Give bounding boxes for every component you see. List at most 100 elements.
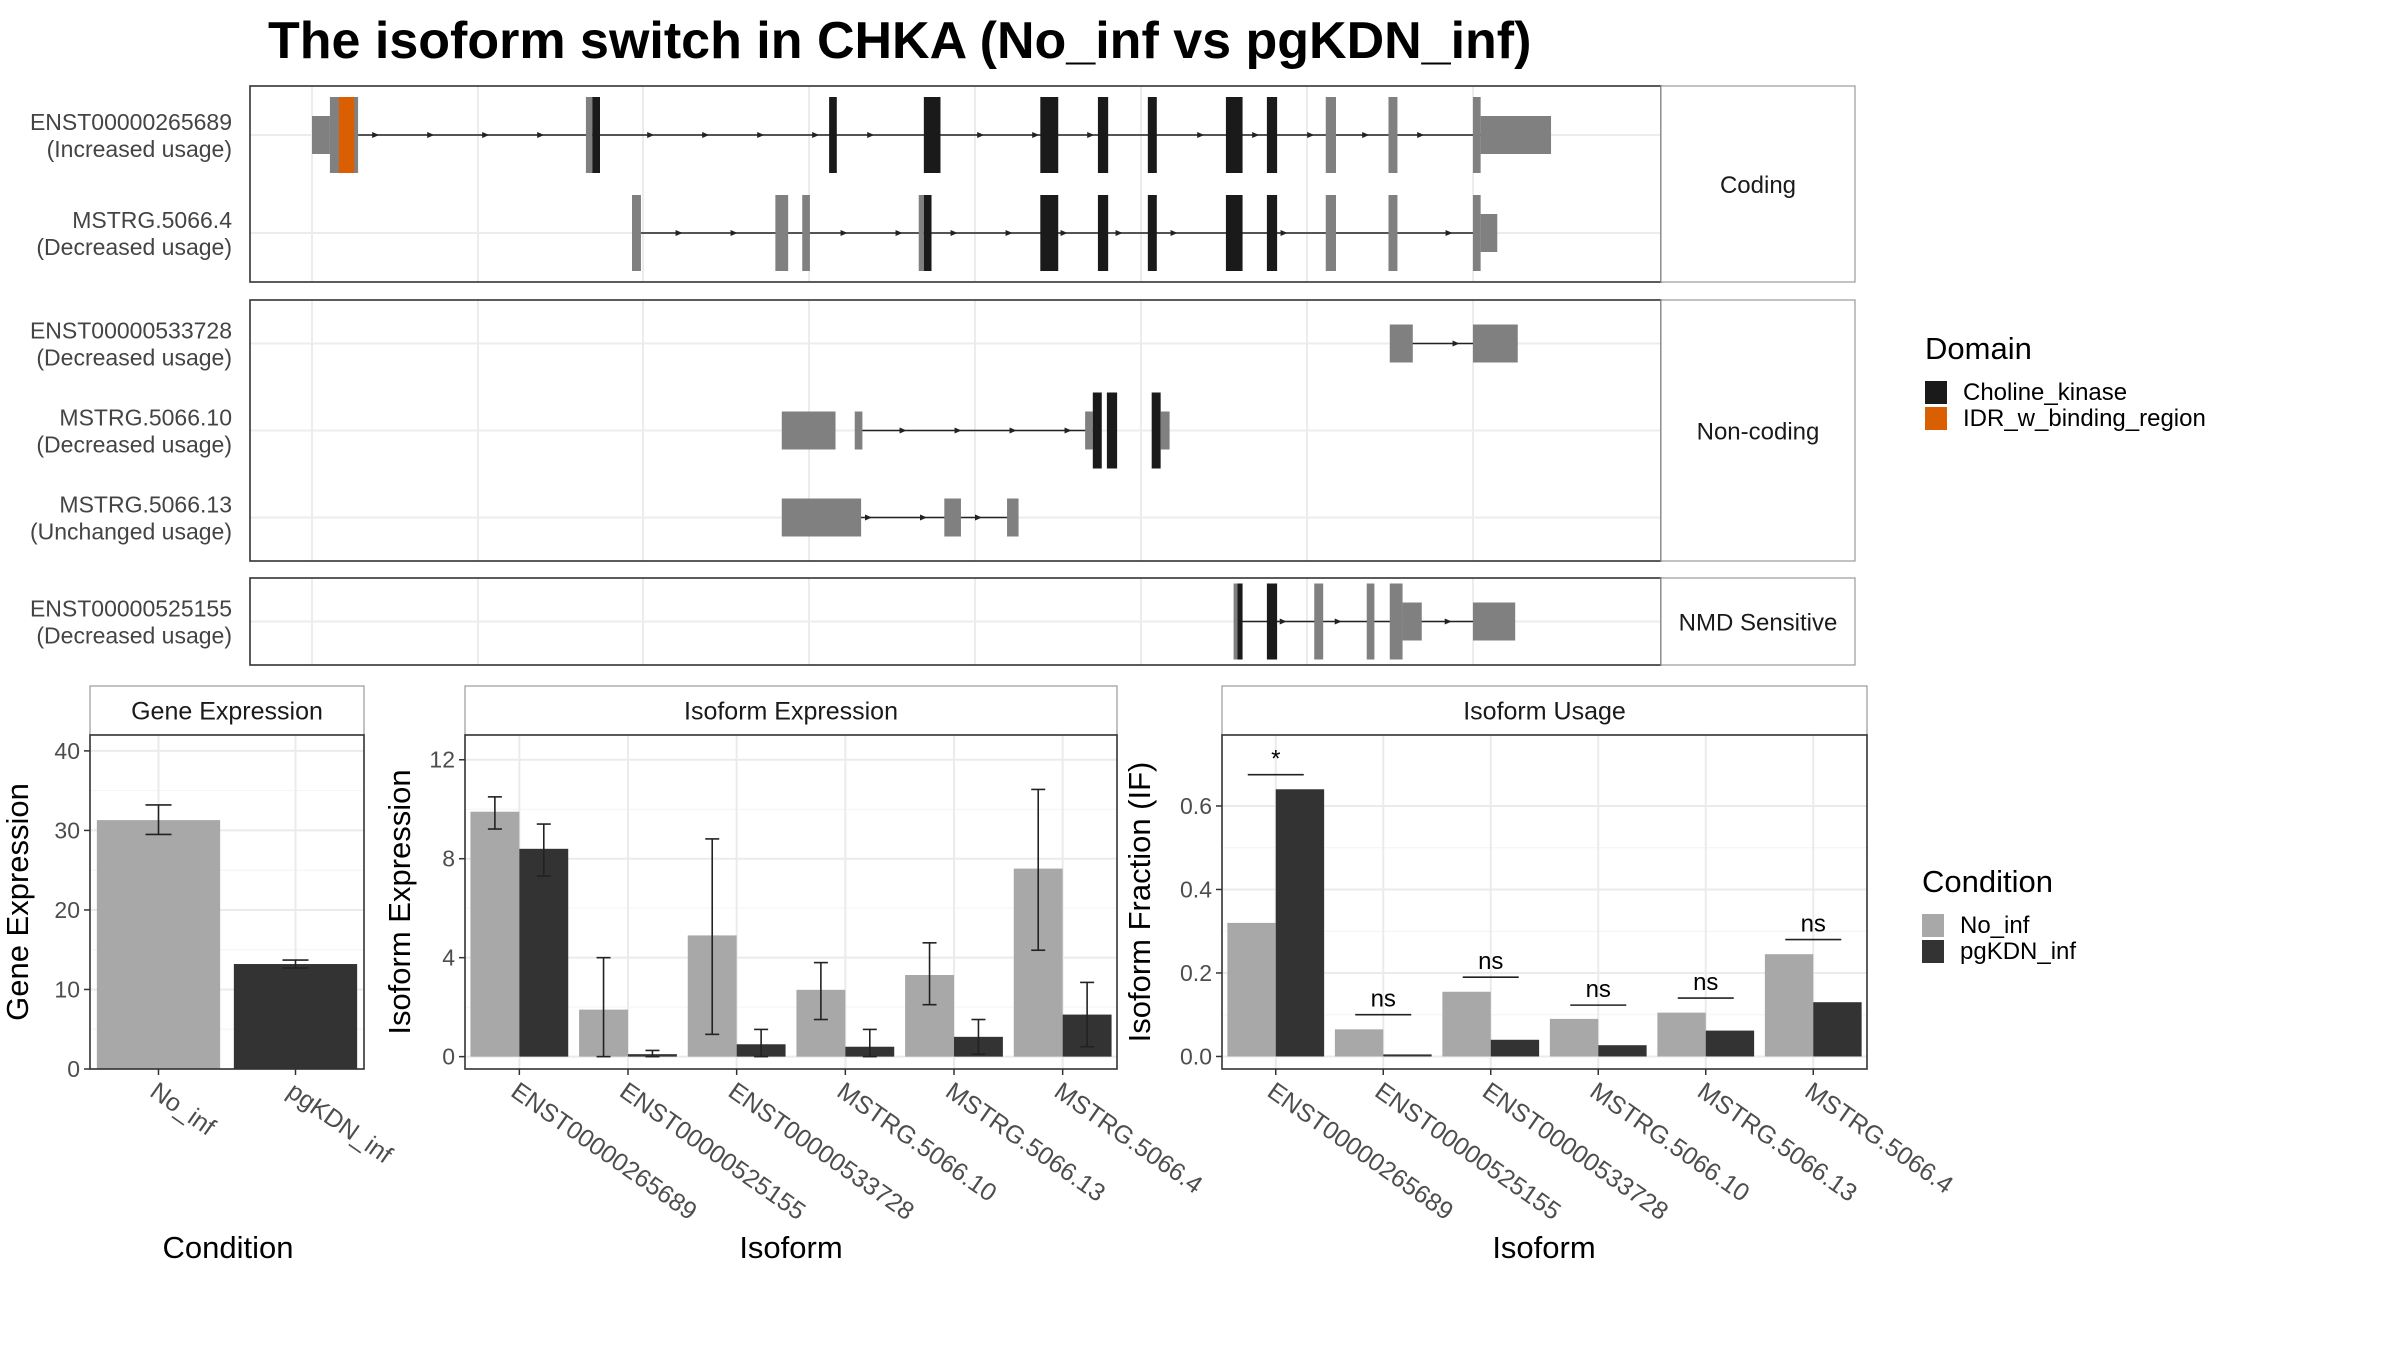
- isoform-usage-label: (Unchanged usage): [30, 519, 232, 545]
- error-bar: [922, 942, 937, 1006]
- facet-strip: [1660, 577, 1856, 666]
- exon-coding: [1472, 97, 1481, 173]
- x-tick-label: ENST00000265689: [1262, 1077, 1458, 1226]
- bar-enst00000525155: [1334, 1029, 1384, 1057]
- strand-arrow: [1452, 340, 1460, 347]
- y-axis-title: Isoform Expression: [382, 769, 417, 1034]
- exon-choline-kinase-domain: [1237, 583, 1243, 660]
- exon-choline-kinase-domain: [592, 97, 600, 173]
- exon-coding: [1388, 97, 1398, 173]
- isoform-usage-label: (Decreased usage): [36, 234, 232, 260]
- exon-choline-kinase-domain: [1225, 97, 1243, 173]
- strand-arrow: [757, 132, 765, 138]
- bar-pgkdn_inf: [233, 964, 358, 1069]
- legend-key: [1922, 940, 1944, 963]
- y-tick-label: 0.0: [1180, 1043, 1212, 1069]
- strand-arrow: [427, 132, 435, 138]
- error-bar: [1031, 788, 1046, 952]
- strand-arrow: [840, 230, 848, 236]
- bar-mstrg-5066-10: [1598, 1045, 1647, 1057]
- exon-choline-kinase-domain: [1151, 392, 1161, 469]
- strand-arrow: [1445, 230, 1453, 236]
- strand-arrow: [1252, 132, 1260, 138]
- y-tick-label: 30: [54, 817, 80, 843]
- isoform-name-label: ENST00000533728: [30, 318, 232, 344]
- strand-arrow: [372, 132, 380, 138]
- y-tick-label: 8: [442, 846, 455, 872]
- strand-arrow: [920, 514, 927, 521]
- legend-label: pgKDN_inf: [1960, 938, 2076, 965]
- x-tick-label: ENST00000265689: [506, 1077, 702, 1226]
- isoform-expression-chart: Isoform Expression 0 4 8 12 ENST00000265689EN…: [382, 685, 1208, 1265]
- exon-coding: [1388, 195, 1398, 271]
- facet-strip-label: Coding: [1720, 172, 1796, 199]
- exon-idr-region: [338, 97, 355, 173]
- error-bar: [596, 956, 611, 1058]
- strand-arrow: [482, 132, 490, 138]
- exon-utr: [1480, 214, 1498, 252]
- strand-arrow: [1334, 618, 1342, 625]
- y-axis-title: Gene Expression: [0, 783, 35, 1021]
- significance-label: ns: [1586, 976, 1611, 1003]
- structure-panel-non-coding: ENST00000533728(Decreased usage)MSTRG.50…: [30, 299, 1856, 562]
- y-tick-label: 10: [54, 976, 80, 1002]
- facet-strip: [1660, 85, 1856, 283]
- error-bar: [487, 796, 502, 830]
- error-bar: [754, 1028, 769, 1058]
- strand-arrow: [1115, 230, 1123, 236]
- exon-choline-kinase-domain: [1266, 583, 1278, 660]
- legend-label: No_inf: [1960, 912, 2030, 939]
- exon-coding: [1325, 97, 1336, 173]
- x-tick-label: No_inf: [145, 1077, 220, 1141]
- isoform-track-mstrg.5066.4: [632, 195, 1498, 271]
- facet-strip-label: Non-coding: [1697, 419, 1820, 446]
- exon-coding: [1389, 583, 1403, 660]
- error-bar: [705, 838, 720, 1036]
- bar-enst00000265689: [1275, 789, 1325, 1057]
- strand-arrow: [865, 514, 872, 521]
- plot-background: [465, 735, 1117, 1069]
- error-bar: [645, 1049, 660, 1058]
- bar-enst00000265689: [470, 811, 520, 1057]
- exon-utr: [1007, 498, 1019, 537]
- significance-label: ns: [1693, 969, 1718, 996]
- exon-coding: [918, 195, 924, 271]
- exon-utr: [312, 116, 330, 154]
- significance-label: ns: [1478, 948, 1503, 975]
- exon-utr: [944, 498, 961, 537]
- strand-arrow: [1280, 230, 1288, 236]
- bar-enst00000533728: [1490, 1039, 1540, 1057]
- isoform-track-enst00000533728: [1389, 324, 1518, 363]
- plot-border: [1221, 734, 1868, 1070]
- structure-panel-coding: ENST00000265689(Increased usage) MSTRG.50…: [30, 85, 1856, 283]
- exon-choline-kinase-domain: [1040, 97, 1059, 173]
- strand-arrow: [950, 230, 958, 236]
- strand-arrow: [1060, 230, 1068, 236]
- strand-arrow: [675, 230, 683, 236]
- error-bar: [282, 959, 309, 969]
- plot-border: [464, 734, 1118, 1070]
- exon-utr: [1160, 411, 1170, 450]
- isoform-name-label: MSTRG.5066.13: [59, 492, 232, 518]
- strand-arrow: [895, 230, 903, 236]
- strand-arrow: [812, 132, 820, 138]
- bar-mstrg-5066-13: [1657, 1012, 1706, 1057]
- exon-coding: [632, 195, 641, 271]
- y-axis-title: Isoform Fraction (IF): [1122, 762, 1157, 1043]
- facet-strip: [89, 685, 365, 736]
- strand-arrow: [954, 427, 962, 434]
- exon-choline-kinase-domain: [1106, 392, 1118, 469]
- isoform-track-enst00000525155: [1233, 583, 1516, 660]
- facet-strip: [464, 685, 1118, 736]
- isoform-track-enst00000265689: [312, 97, 1552, 173]
- exon-utr: [854, 411, 863, 450]
- error-bar: [536, 823, 551, 877]
- exon-utr: [1389, 324, 1413, 363]
- strand-arrow: [1005, 230, 1013, 236]
- legend-title: Condition: [1922, 864, 2053, 899]
- bar-enst00000265689: [1227, 922, 1276, 1057]
- error-bar: [862, 1028, 877, 1058]
